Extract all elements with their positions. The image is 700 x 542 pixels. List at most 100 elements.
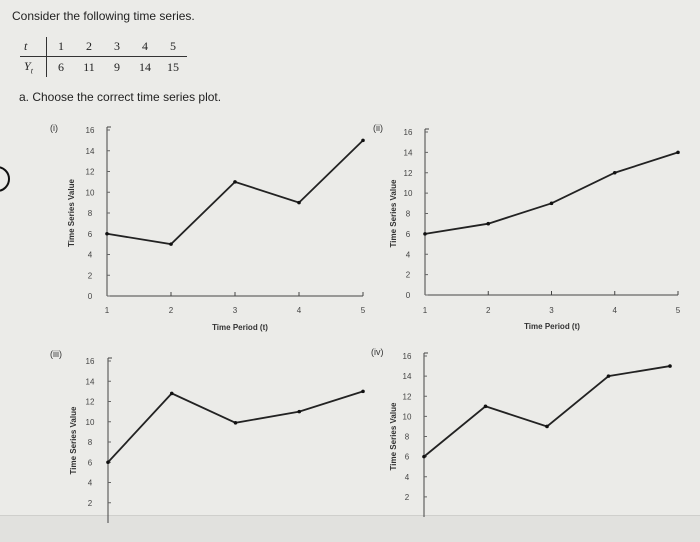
- x-axis-label: Time Period (t): [212, 323, 268, 332]
- x-tick-label: 3: [233, 306, 238, 315]
- y-tick-label: 10: [86, 188, 95, 197]
- data-point: [297, 200, 301, 205]
- question-text: a. Choose the correct time series plot.: [19, 90, 222, 104]
- y-header: Yt: [20, 56, 47, 78]
- x-tick-label: 1: [423, 306, 428, 315]
- x-tick-label: 1: [105, 306, 110, 315]
- series-line: [424, 151, 679, 235]
- data-point: [106, 460, 110, 465]
- y-axis-label: Time Series Value: [67, 179, 76, 247]
- y-tick-label: 2: [88, 271, 93, 280]
- t-cell: 1: [46, 37, 75, 57]
- y-tick-label: 12: [86, 168, 95, 177]
- data-point: [549, 201, 554, 206]
- data-point: [361, 138, 365, 143]
- x-tick-label: 2: [169, 306, 174, 315]
- data-point: [545, 424, 549, 429]
- y-tick-label: 0: [88, 292, 93, 301]
- data-point: [483, 404, 488, 409]
- t-header: t: [20, 37, 47, 57]
- y-tick-label: 12: [403, 392, 412, 401]
- y-cell: 6: [58, 59, 64, 74]
- y-tick-label: 2: [406, 271, 411, 280]
- y-tick-label: 16: [404, 128, 413, 137]
- y-tick-label: 8: [88, 209, 93, 218]
- y-tick-label: 8: [405, 433, 410, 442]
- series-line: [106, 139, 364, 246]
- y-tick-label: 6: [88, 230, 93, 239]
- option-label: (iii): [50, 349, 62, 359]
- t-cell: 4: [131, 37, 159, 57]
- y-tick-label: 14: [86, 377, 95, 386]
- y-tick-label: 10: [403, 412, 412, 421]
- y-tick-label: 4: [405, 473, 410, 482]
- y-tick-label: 16: [86, 126, 95, 135]
- y-axis-label: Time Series Value: [389, 402, 398, 470]
- y-tick-label: 0: [406, 291, 411, 300]
- chart-panel-4: (iv) 2 4 6 8 10 12 14 16 Time Series Value: [371, 347, 672, 517]
- x-tick-label: 2: [486, 306, 491, 315]
- y-tick-label: 10: [404, 189, 413, 198]
- data-point: [297, 409, 302, 414]
- y-tick-label: 16: [403, 352, 412, 361]
- data-point: [169, 242, 173, 246]
- x-axis-label: Time Period (t): [524, 322, 580, 331]
- bottom-edge: [0, 515, 700, 542]
- t-cell: 3: [103, 37, 131, 57]
- x-tick-label: 3: [549, 306, 554, 315]
- option-label: (ii): [373, 123, 383, 133]
- x-tick-label: 5: [676, 306, 681, 315]
- time-series-table: t 1 2 3 4 5 Yt 6 11 9 14 15: [20, 37, 187, 78]
- series-line: [423, 365, 671, 458]
- x-tick-label: 5: [361, 306, 366, 315]
- y-tick-label: 14: [403, 372, 412, 381]
- t-cell: 2: [75, 37, 103, 57]
- y-cell: 15: [167, 59, 179, 74]
- y-tick-label: 6: [405, 453, 410, 462]
- y-tick-label: 8: [88, 438, 93, 447]
- y-tick-label: 4: [88, 479, 93, 488]
- y-tick-label: 6: [88, 458, 93, 467]
- y-cell: 14: [139, 59, 151, 74]
- x-tick-label: 4: [297, 306, 302, 315]
- y-axis-label: Time Series Value: [69, 406, 78, 474]
- data-point: [233, 420, 238, 425]
- y-axis-label: Time Series Value: [389, 179, 398, 247]
- t-cell: 5: [159, 37, 187, 57]
- y-tick-label: 14: [404, 148, 413, 157]
- data-point: [486, 221, 491, 226]
- y-tick-label: 4: [88, 251, 93, 260]
- x-tick-label: 4: [613, 306, 618, 315]
- y-tick-label: 14: [86, 147, 95, 156]
- data-point: [423, 232, 427, 236]
- option-label: (i): [50, 123, 58, 133]
- data-point: [169, 391, 174, 396]
- data-point: [676, 150, 680, 155]
- y-symbol: Y: [24, 59, 31, 73]
- y-cell: 11: [83, 59, 95, 74]
- intro-text: Consider the following time series.: [12, 9, 195, 23]
- y-subscript: t: [30, 66, 33, 76]
- y-tick-label: 16: [86, 357, 95, 366]
- chart-panel-3: (iii) 2 4 6 8 10 12 14 16 Time Series Value: [50, 349, 365, 523]
- data-point: [612, 170, 617, 175]
- y-tick-label: 2: [405, 493, 410, 502]
- y-tick-label: 2: [88, 499, 93, 508]
- y-tick-label: 12: [404, 169, 413, 178]
- y-tick-label: 4: [406, 250, 411, 259]
- option-label: (iv): [371, 347, 384, 357]
- data-point: [606, 374, 611, 378]
- data-point: [668, 364, 672, 368]
- data-point: [233, 180, 237, 184]
- data-point: [105, 231, 109, 236]
- y-tick-label: 6: [406, 230, 411, 239]
- series-line: [107, 390, 364, 463]
- data-point: [361, 389, 365, 394]
- y-tick-label: 10: [86, 418, 95, 427]
- y-tick-label: 12: [86, 398, 95, 407]
- y-cell: 9: [114, 59, 120, 74]
- data-point: [422, 454, 426, 459]
